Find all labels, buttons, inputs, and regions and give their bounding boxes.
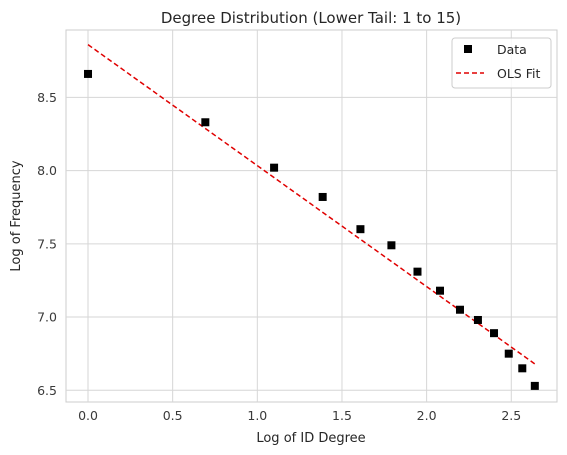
x-tick-label: 2.5 bbox=[501, 408, 521, 423]
data-point bbox=[318, 192, 327, 201]
legend-label-ols: OLS Fit bbox=[497, 66, 540, 81]
plot-area bbox=[65, 29, 558, 403]
x-tick-label: 2.0 bbox=[417, 408, 437, 423]
data-point bbox=[473, 315, 482, 324]
data-point bbox=[387, 241, 396, 250]
data-point bbox=[455, 305, 464, 314]
y-axis-label: Log of Frequency bbox=[9, 160, 24, 271]
y-tick-label: 7.5 bbox=[37, 236, 57, 251]
y-ticks: 6.5 7.0 7.5 8.0 8.5 bbox=[37, 90, 57, 398]
x-tick-label: 0.0 bbox=[78, 408, 98, 423]
y-tick-label: 6.5 bbox=[37, 383, 57, 398]
grid bbox=[66, 30, 557, 402]
data-point bbox=[201, 118, 210, 127]
data-point bbox=[504, 349, 513, 358]
data-point bbox=[490, 329, 499, 338]
y-tick-label: 8.5 bbox=[37, 90, 57, 105]
data-point bbox=[356, 225, 365, 234]
data-point bbox=[270, 163, 279, 172]
x-tick-label: 1.0 bbox=[247, 408, 267, 423]
legend-label-data: Data bbox=[497, 42, 527, 57]
y-tick-label: 7.0 bbox=[37, 310, 57, 325]
data-point bbox=[84, 69, 93, 78]
legend: Data OLS Fit bbox=[451, 37, 552, 89]
x-tick-label: 1.5 bbox=[332, 408, 352, 423]
data-point bbox=[530, 381, 539, 390]
series-layer bbox=[84, 44, 539, 390]
data-point bbox=[436, 286, 445, 295]
legend-box bbox=[451, 37, 552, 89]
data-point bbox=[413, 267, 422, 276]
y-tick-label: 8.0 bbox=[37, 163, 57, 178]
data-point bbox=[518, 364, 527, 373]
x-ticks: 0.0 0.5 1.0 1.5 2.0 2.5 bbox=[78, 408, 521, 423]
legend-marker-data bbox=[464, 45, 472, 53]
chart-title: Degree Distribution (Lower Tail: 1 to 15… bbox=[161, 9, 461, 27]
x-axis-label: Log of ID Degree bbox=[256, 431, 365, 446]
x-tick-label: 0.5 bbox=[163, 408, 183, 423]
